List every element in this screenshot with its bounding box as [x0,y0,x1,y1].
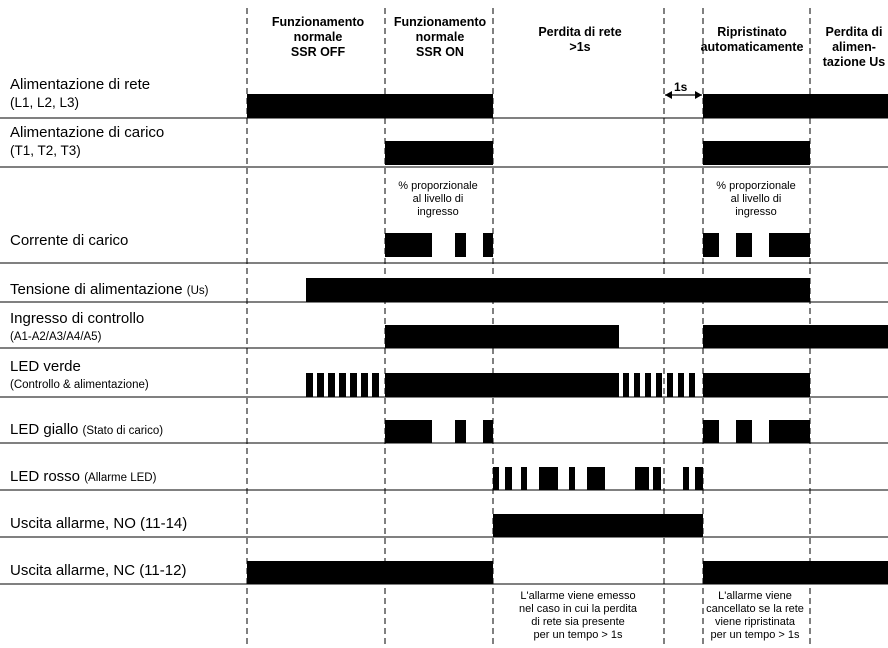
row-label-red-led: LED rosso (Allarme LED) [10,468,156,487]
row-label-text: LED rosso [10,468,81,485]
alarm-nc-bar [247,561,493,584]
yellow-led-bar [385,420,432,443]
load-current-bar [483,233,493,257]
green-led-bar [306,373,313,397]
green-led-bar [317,373,324,397]
row-label-unit: (Us) [186,285,209,297]
green-led-bar [703,373,810,397]
green-led-bar [361,373,368,397]
row-label-note: (Allarme LED) [84,472,157,484]
row-label-load-supply: Alimentazione di carico (T1, T2, T3) [10,124,164,160]
arrow-right-head [695,91,702,99]
green-led-bar [656,373,662,397]
red-led-bar [539,467,558,490]
green-led-bar [339,373,346,397]
green-led-bar [328,373,335,397]
load-current-bar [385,233,432,257]
arrow-left-head [665,91,672,99]
green-led-bar [645,373,651,397]
load-current-bar [703,233,719,257]
red-led-bar [493,467,499,490]
signal-bars [247,94,888,584]
note-alarm-cleared: L'allarme viene cancellato se la rete vi… [706,590,804,641]
green-led-bar [372,373,379,397]
alarm-no-bar [493,514,703,537]
mains-supply-bar [703,94,888,118]
phase-header-ssr-on: Funzionamento normale SSR ON [393,15,487,59]
alarm-nc-bar [703,561,888,584]
row-label-control-input: Ingresso di controllo (A1-A2/A3/A4/A5) [10,310,144,346]
green-led-bar [678,373,684,397]
red-led-bar [695,467,703,490]
green-led-bar [350,373,357,397]
row-label-text: LED verde [10,358,81,375]
row-label-note: (Stato di carico) [82,425,164,437]
control-input-bar [385,325,619,348]
mains-supply-bar [247,94,493,118]
red-led-bar [521,467,527,490]
row-label-text: Ingresso di controllo [10,310,145,327]
row-label-green-led: LED verde (Controllo & alimentazione) [10,358,149,394]
row-label-sub: (A1-A2/A3/A4/A5) [10,331,102,343]
note-current-proportional-restored: % proporzionale al livello di ingresso [716,180,796,218]
row-label-text: LED giallo [10,421,79,438]
row-label-text: Alimentazione di rete [10,76,151,93]
phase-header-auto-restored: Ripristinato automaticamente [700,25,804,54]
row-label-mains-supply: Alimentazione di rete (L1, L2, L3) [10,76,150,112]
row-label-sub: (T1, T2, T3) [10,143,81,158]
red-led-bar [505,467,512,490]
green-led-bar [634,373,640,397]
red-led-bar [569,467,575,490]
yellow-led-bar [483,420,493,443]
row-label-text: Tensione di alimentazione [10,281,183,298]
row-label-text: Uscita allarme, NO (11-14) [10,515,188,532]
green-led-bar [689,373,695,397]
row-label-text: Corrente di carico [10,232,129,249]
row-label-text: Alimentazione di carico [10,124,165,141]
phase-header-mains-loss: Perdita di rete >1s [538,25,622,54]
green-led-bar [623,373,629,397]
row-label-load-current: Corrente di carico [10,232,128,250]
red-led-bar [683,467,689,490]
row-label-yellow-led: LED giallo (Stato di carico) [10,421,163,440]
supply-voltage-bar [306,278,810,302]
row-label-alarm-no: Uscita allarme, NO (11-14) [10,515,187,533]
green-led-bar [385,373,619,397]
red-led-bar [587,467,605,490]
note-alarm-issued: L'allarme viene emesso nel caso in cui l… [518,590,637,641]
phase-header-us-loss: Perdita di alimen- tazione Us [822,25,886,69]
duration-label: 1s [674,80,688,94]
red-led-bar [653,467,661,490]
green-led-bar [667,373,673,397]
row-label-sub: (Controllo & alimentazione) [10,379,149,391]
row-label-text: Uscita allarme, NC (11-12) [10,562,187,579]
row-label-supply-voltage: Tensione di alimentazione (Us) [10,281,209,300]
note-current-proportional: % proporzionale al livello di ingresso [398,180,478,218]
one-second-marker [665,91,702,99]
row-label-sub: (L1, L2, L3) [10,95,80,110]
row-label-alarm-nc: Uscita allarme, NC (11-12) [10,562,186,580]
yellow-led-bar [703,420,719,443]
load-supply-bar [385,141,493,165]
load-current-bar [769,233,810,257]
red-led-bar [635,467,649,490]
control-input-bar [703,325,888,348]
yellow-led-bar [736,420,752,443]
yellow-led-bar [769,420,810,443]
load-supply-bar [703,141,810,165]
load-current-bar [455,233,466,257]
yellow-led-bar [455,420,466,443]
load-current-bar [736,233,752,257]
phase-header-ssr-off: Funzionamento normale SSR OFF [271,15,365,59]
